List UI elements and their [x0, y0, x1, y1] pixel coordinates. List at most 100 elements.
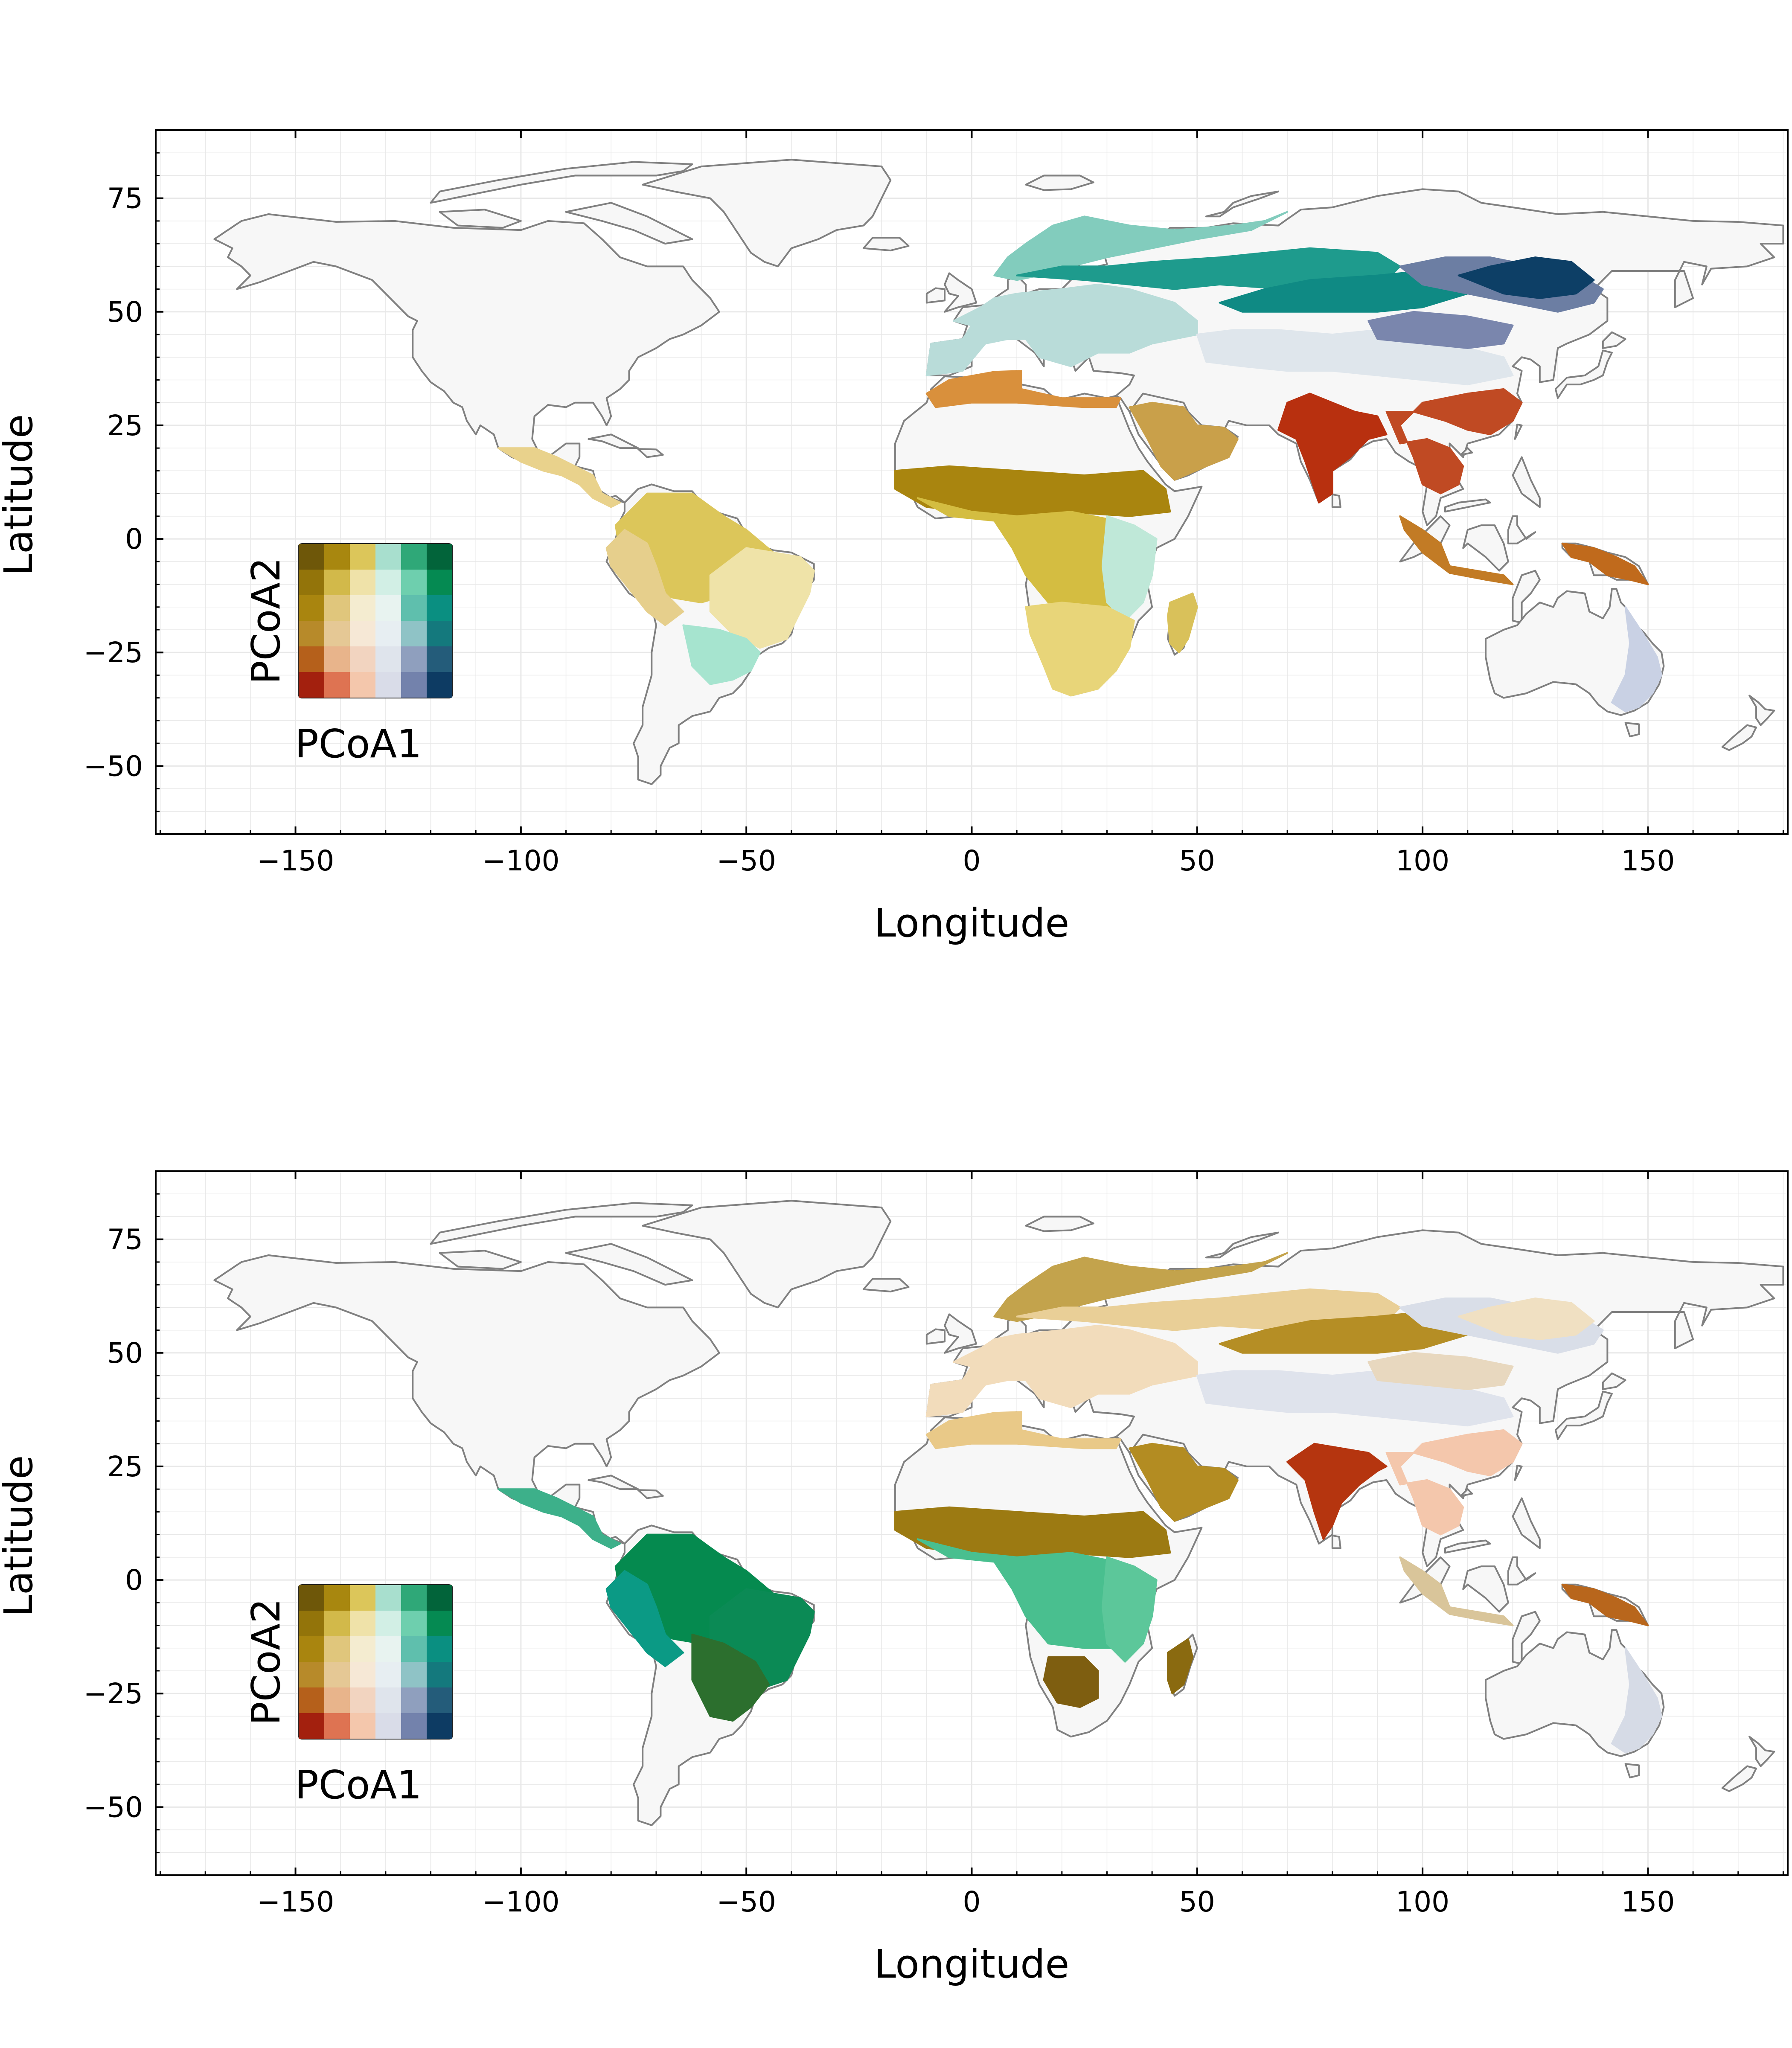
region-east-africa [1101, 515, 1158, 622]
legend-cell [299, 1636, 324, 1662]
x-axis: −150 −100 −50 0 50 100 150 [160, 130, 1784, 877]
y-tick-label: 75 [107, 1223, 143, 1256]
legend-cell [427, 621, 452, 646]
bioregions [497, 1252, 1663, 1754]
y-tick-label: −25 [84, 636, 143, 669]
legend-cell [350, 621, 375, 646]
legend-cell [324, 570, 350, 595]
legend-cell [324, 544, 350, 570]
region-new-guinea [1561, 542, 1649, 585]
x-tick-label: 50 [1179, 1885, 1215, 1918]
x-tick-label: 0 [963, 844, 981, 877]
legend-cell [401, 544, 427, 570]
legend-cell [427, 672, 452, 698]
legend-cell [401, 1636, 427, 1662]
legend-cell [324, 1687, 350, 1713]
region-north-africa-coast [925, 1411, 1122, 1449]
legend-cell [401, 672, 427, 698]
legend-cell [324, 646, 350, 672]
region-east-africa [1101, 1556, 1158, 1663]
legend-cell [299, 1687, 324, 1713]
legend-cell [427, 570, 452, 595]
region-india [1286, 1443, 1388, 1540]
x-tick-label: 150 [1621, 844, 1675, 877]
y-tick-label: 25 [107, 409, 143, 442]
legend-cell [299, 595, 324, 621]
legend-cell [427, 1636, 452, 1662]
x-tick-label: 0 [963, 1885, 981, 1918]
y-tick-label: −50 [84, 750, 143, 783]
region-south-brazil [691, 1633, 770, 1722]
region-andes-west [605, 1570, 684, 1667]
legend-cell [427, 544, 452, 570]
y-tick-label: 50 [107, 1337, 143, 1370]
x-tick-label: −100 [482, 844, 559, 877]
legend-cell [375, 570, 401, 595]
legend-cell [427, 1662, 452, 1687]
legend-cell [350, 544, 375, 570]
legend-cell [324, 621, 350, 646]
region-europe [925, 1324, 1198, 1417]
y-axis-label: Latitude [0, 414, 41, 576]
x-tick-label: −100 [482, 1885, 559, 1918]
region-central-america [497, 447, 621, 508]
legend-cell [350, 1636, 375, 1662]
legend-cell [401, 1662, 427, 1687]
legend-cell [427, 1585, 452, 1611]
legend-cell [324, 1713, 350, 1739]
x-tick-label: −50 [717, 844, 776, 877]
legend-cell [427, 595, 452, 621]
region-southern-africa [1025, 602, 1135, 697]
region-madagascar [1167, 1638, 1194, 1695]
region-southeast-asia [1385, 1429, 1523, 1536]
region-australia-east [1611, 1647, 1663, 1754]
legend-cell [401, 1611, 427, 1636]
y-tick-label: 25 [107, 1450, 143, 1483]
region-indonesia [1399, 515, 1514, 585]
region-andes-west [605, 529, 684, 626]
legend-cell [299, 544, 324, 570]
x-axis: −150 −100 −50 0 50 100 150 [160, 1171, 1784, 1918]
y-tick-label: −25 [84, 1677, 143, 1710]
region-north-africa-coast [925, 370, 1122, 408]
region-brazil-east [709, 547, 815, 649]
legend-cell [375, 646, 401, 672]
legend-cell [427, 1687, 452, 1713]
legend-cell [350, 1713, 375, 1739]
legend-cell [401, 1687, 427, 1713]
x-axis-label: Longitude [874, 900, 1070, 946]
x-tick-label: 150 [1621, 1885, 1675, 1918]
legend-cell [427, 646, 452, 672]
map-content [214, 1201, 1783, 1825]
y-axis: 75 50 25 0 −25 −50 [84, 129, 163, 812]
legend-cell [350, 1611, 375, 1636]
x-tick-label: 50 [1179, 844, 1215, 877]
region-mongolia [1367, 1352, 1514, 1390]
legend-y-label: PCoA2 [243, 557, 289, 684]
map-panel-bottom: −150 −100 −50 0 50 100 150 75 50 25 0 −25 −50 Longitu… [0, 1170, 1789, 1987]
legend-cell [401, 570, 427, 595]
region-arabia [1129, 1443, 1239, 1522]
region-europe [925, 283, 1198, 376]
legend-cell [350, 570, 375, 595]
legend-x-label: PCoA1 [295, 1762, 422, 1808]
legend-cell [299, 621, 324, 646]
legend-cell [375, 1636, 401, 1662]
legend-cell [401, 1713, 427, 1739]
region-southeast-asia [1385, 388, 1523, 495]
region-indonesia [1399, 1556, 1514, 1626]
y-tick-label: 0 [125, 1564, 143, 1597]
legend-y-label: PCoA2 [243, 1598, 289, 1725]
legend-cell [375, 672, 401, 698]
region-india [1277, 393, 1388, 503]
legend-cell [324, 1585, 350, 1611]
legend-cell [299, 570, 324, 595]
legend-cell [299, 1611, 324, 1636]
legend-cell [375, 1611, 401, 1636]
legend-cell [375, 1662, 401, 1687]
region-central-america [497, 1488, 621, 1549]
legend-cell [401, 595, 427, 621]
legend-cell [375, 1713, 401, 1739]
